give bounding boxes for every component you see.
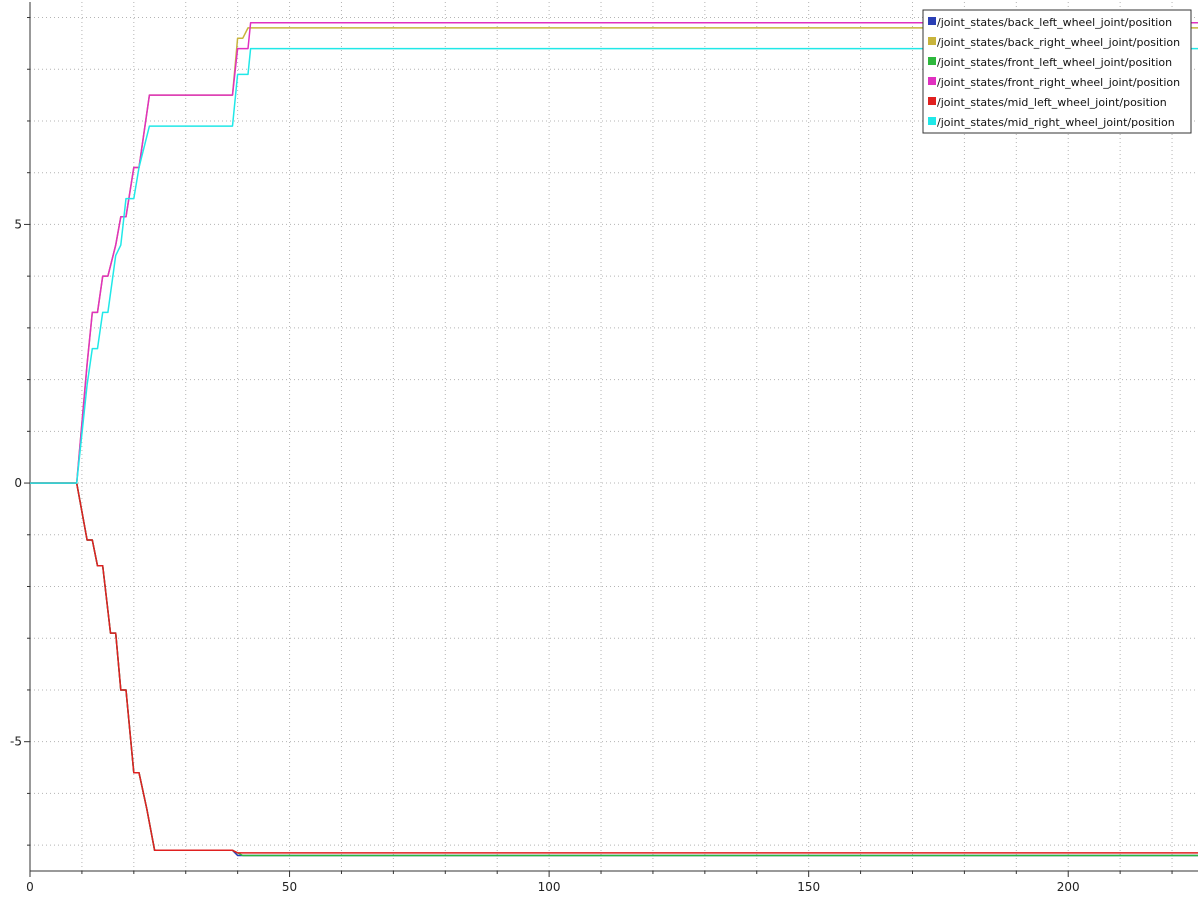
x-tick-label: 0 bbox=[26, 880, 34, 894]
axes: 0 50 100 150 200 -5 0 5 bbox=[10, 2, 1198, 894]
legend-label: /joint_states/back_left_wheel_joint/posi… bbox=[937, 16, 1172, 29]
legend: /joint_states/back_left_wheel_joint/posi… bbox=[922, 9, 1192, 134]
legend-box bbox=[922, 9, 1192, 134]
legend-swatch bbox=[928, 117, 936, 125]
legend-label: /joint_states/front_right_wheel_joint/po… bbox=[937, 76, 1180, 89]
legend-label: /joint_states/back_right_wheel_joint/pos… bbox=[937, 36, 1180, 49]
legend-label: /joint_states/mid_left_wheel_joint/posit… bbox=[937, 96, 1167, 109]
y-tick-label: -5 bbox=[10, 735, 22, 749]
series-line-6 bbox=[30, 47, 1198, 484]
legend-swatch bbox=[928, 37, 936, 45]
series-line-5 bbox=[30, 482, 1198, 854]
x-tick-label: 50 bbox=[282, 880, 297, 894]
x-tick-label: 150 bbox=[797, 880, 820, 894]
legend-label: /joint_states/front_left_wheel_joint/pos… bbox=[937, 56, 1172, 69]
series-line-3 bbox=[30, 482, 1198, 857]
legend-swatch bbox=[928, 97, 936, 105]
series-lines bbox=[30, 21, 1198, 857]
legend-label: /joint_states/mid_right_wheel_joint/posi… bbox=[937, 116, 1175, 129]
grid bbox=[30, 2, 1198, 871]
y-tick-label: 5 bbox=[14, 217, 22, 231]
series-line-1 bbox=[30, 482, 1198, 857]
legend-swatch bbox=[928, 57, 936, 65]
legend-swatch bbox=[928, 17, 936, 25]
legend-swatch bbox=[928, 77, 936, 85]
x-tick-label: 100 bbox=[538, 880, 561, 894]
x-tick-label: 200 bbox=[1057, 880, 1080, 894]
y-tick-label: 0 bbox=[14, 476, 22, 490]
